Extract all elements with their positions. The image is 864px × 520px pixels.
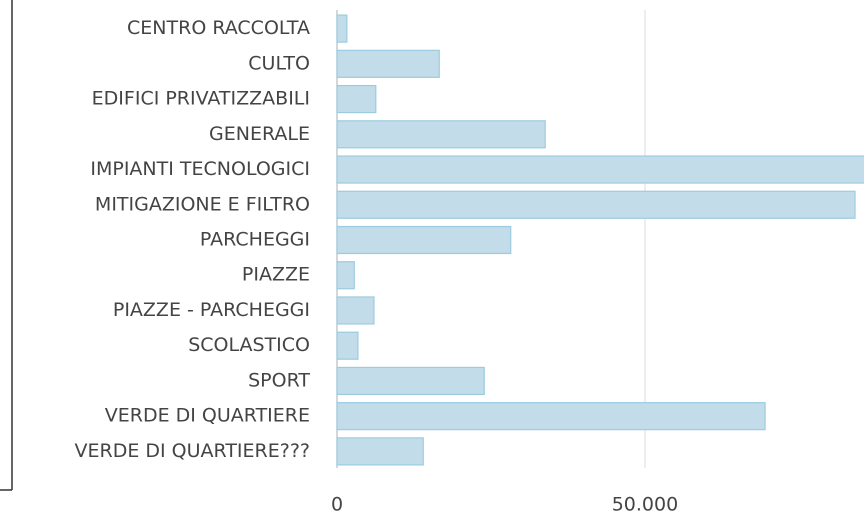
bar: [336, 366, 485, 396]
y-tick-label: PARCHEGGI: [200, 229, 310, 251]
bar: [336, 120, 546, 149]
y-tick-label: PIAZZE - PARCHEGGI: [113, 299, 310, 321]
bar: [336, 402, 766, 431]
y-tick-label: EDIFICI PRIVATIZZABILI: [92, 88, 310, 110]
y-tick-label: MITIGAZIONE E FILTRO: [95, 193, 310, 215]
y-tick-label: VERDE DI QUARTIERE???: [74, 440, 310, 462]
y-tick-label: VERDE DI QUARTIERE: [105, 405, 310, 427]
bar: [336, 225, 512, 255]
bar: [336, 261, 355, 290]
bar: [336, 296, 375, 325]
y-tick-label: SCOLASTICO: [188, 334, 310, 356]
bar: [336, 49, 440, 78]
x-tick-label: 0: [331, 494, 343, 516]
y-tick-label: CULTO: [248, 52, 310, 74]
bar: [336, 14, 348, 43]
y-tick-label: IMPIANTI TECNOLOGICI: [90, 158, 310, 180]
bar: [336, 155, 864, 184]
bar: [336, 331, 359, 360]
y-tick-label: CENTRO RACCOLTA: [127, 17, 310, 39]
x-tick-label: 50.000: [612, 494, 678, 516]
bar: [336, 437, 424, 466]
y-tick-label: SPORT: [248, 369, 310, 391]
bar: [336, 84, 377, 114]
y-tick-label: PIAZZE: [242, 264, 310, 286]
y-tick-label: GENERALE: [209, 123, 310, 145]
bar: [336, 190, 856, 219]
